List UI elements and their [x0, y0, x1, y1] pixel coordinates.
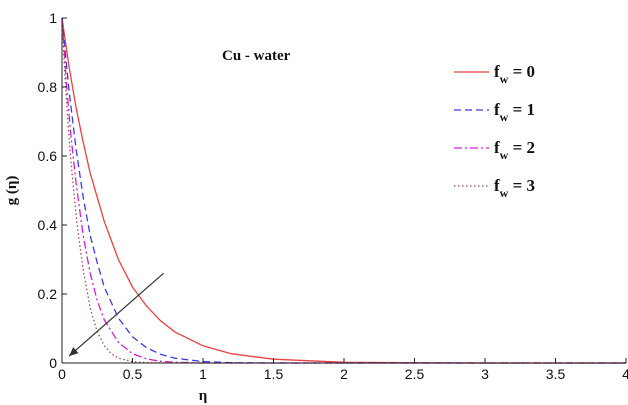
legend-label-1: fw = 1 — [494, 100, 535, 124]
x-tick-label-0: 0 — [58, 366, 66, 382]
x-tick-label-4: 2 — [340, 366, 348, 382]
y-tick-label-2: 0.4 — [38, 217, 58, 233]
x-tick-label-6: 3 — [481, 366, 489, 382]
axes-layer: 0 0.5 1 1.5 2 2.5 3 3.5 4 0 0.2 0.4 0.6 0.8 1 — [38, 10, 628, 382]
x-tick-label-2: 1 — [199, 366, 207, 382]
y-tick-label-0: 0 — [49, 355, 57, 371]
x-tick-label-1: 0.5 — [123, 366, 143, 382]
series-line-1 — [61, 17, 626, 364]
trend-arrow-head — [69, 347, 79, 357]
y-tick-label-4: 0.8 — [38, 79, 58, 95]
x-axis-label: η — [199, 388, 208, 404]
x-tick-label-5: 2.5 — [405, 366, 425, 382]
annotation-label: Cu - water — [222, 48, 291, 64]
legend-label-3: fw = 3 — [494, 176, 535, 200]
legend-label-0: fw = 0 — [494, 62, 535, 86]
y-tick-label-3: 0.6 — [38, 148, 58, 164]
trend-arrow-line — [68, 272, 164, 357]
arrow-layer — [68, 272, 164, 357]
legend: fw = 0 fw = 1 fw = 2 fw = 3 — [454, 62, 535, 200]
y-tick-label-1: 0.2 — [38, 286, 58, 302]
plot-area — [62, 18, 626, 363]
legend-label-2: fw = 2 — [494, 138, 535, 162]
x-tick-label-7: 3.5 — [546, 366, 566, 382]
x-tick-label-8: 4 — [622, 366, 628, 382]
x-tick-label-3: 1.5 — [264, 366, 284, 382]
y-axis-label: g (η) — [4, 176, 20, 206]
y-tick-label-5: 1 — [49, 10, 57, 26]
